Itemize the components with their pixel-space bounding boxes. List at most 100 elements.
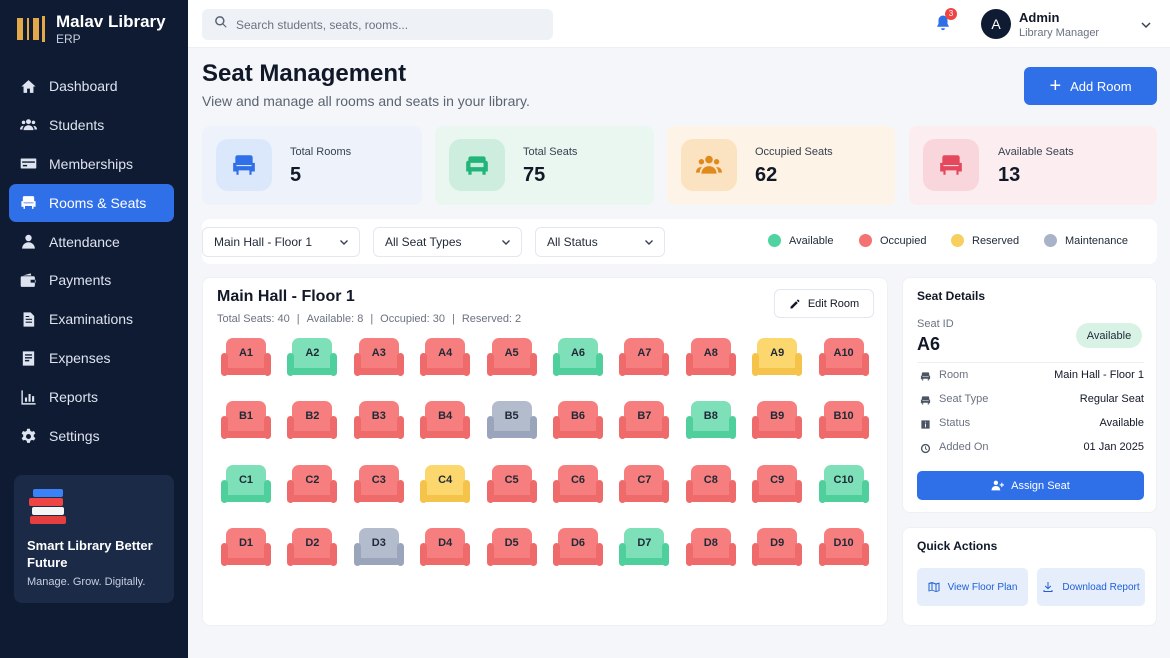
sidebar-item-memberships[interactable]: Memberships	[9, 145, 174, 183]
seat-arm	[287, 479, 295, 503]
seat-a1[interactable]: A1	[221, 338, 271, 378]
notification-count-badge: 3	[945, 8, 957, 20]
books-icon	[29, 487, 69, 527]
sidebar-item-examinations[interactable]: Examinations	[9, 300, 174, 338]
seat-b10[interactable]: B10	[818, 401, 869, 441]
seat-base	[424, 368, 467, 375]
seat-base	[623, 494, 666, 502]
seat-d10[interactable]: D10	[818, 527, 869, 568]
detail-label: Status	[939, 417, 971, 429]
seat-b9[interactable]: B9	[752, 401, 803, 441]
seat-c7[interactable]: C7	[619, 464, 670, 505]
seat-d3[interactable]: D3	[353, 527, 404, 568]
seat-b5[interactable]: B5	[486, 401, 537, 441]
seat-c8[interactable]: C8	[685, 464, 736, 505]
avatar[interactable]: A	[981, 9, 1011, 39]
detail-label: Seat Type	[939, 393, 989, 405]
room-select[interactable]: Main Hall - Floor 1	[202, 227, 360, 257]
seat-a9[interactable]: A9	[752, 338, 803, 378]
seat-base	[225, 431, 267, 439]
add-room-button[interactable]: + Add Room	[1024, 67, 1157, 105]
search-box[interactable]	[202, 9, 553, 40]
seat-c2[interactable]: C2	[287, 464, 338, 505]
brand[interactable]: Malav Library ERP	[14, 12, 166, 46]
seat-c1[interactable]: C1	[221, 464, 271, 505]
legend-dot	[768, 234, 781, 247]
seat-arm	[353, 542, 361, 566]
sidebar-item-students[interactable]: Students	[9, 106, 174, 144]
seat-d8[interactable]: D8	[685, 527, 736, 568]
seat-c5[interactable]: C5	[486, 464, 537, 505]
seat-c10[interactable]: C10	[818, 464, 869, 505]
sidebar-item-expenses[interactable]: Expenses	[9, 339, 174, 377]
info-icon	[921, 420, 930, 429]
chair-icon	[920, 372, 931, 381]
seat-c6[interactable]: C6	[553, 464, 603, 505]
seat-c4[interactable]: C4	[420, 464, 471, 505]
seat-c3[interactable]: C3	[353, 464, 404, 505]
legend-dot	[951, 234, 964, 247]
download-report-button[interactable]: Download Report	[1037, 568, 1145, 606]
seat-d5[interactable]: D5	[486, 527, 537, 568]
seat-a2[interactable]: A2	[287, 338, 338, 378]
chevron-down-icon[interactable]	[1140, 18, 1152, 30]
stat-card-occupied-seats: Occupied Seats 62	[667, 126, 895, 205]
seat-back	[425, 401, 466, 434]
seat-arm	[221, 542, 228, 566]
seat-a5[interactable]: A5	[486, 338, 537, 378]
sidebar-item-rooms-seats[interactable]: Rooms & Seats	[9, 183, 174, 222]
room-card: Main Hall - Floor 1 Total Seats: 40 | Avai…	[202, 277, 888, 626]
seat-d7[interactable]: D7	[619, 527, 670, 568]
view-floor-plan-button[interactable]: View Floor Plan	[917, 568, 1028, 606]
legend-label: Maintenance	[1065, 234, 1128, 247]
seat-a4[interactable]: A4	[420, 338, 471, 378]
seat-arm	[463, 542, 471, 566]
seat-d1[interactable]: D1	[221, 527, 271, 568]
seat-b6[interactable]: B6	[553, 401, 603, 441]
sidebar-item-settings[interactable]: Settings	[9, 417, 174, 455]
sidebar-item-dashboard[interactable]: Dashboard	[9, 67, 174, 105]
seat-a6[interactable]: A6	[553, 338, 603, 378]
seat-arm	[596, 479, 603, 503]
seat-label: D4	[438, 536, 453, 549]
seat-label: A8	[703, 347, 718, 359]
seat-b2[interactable]: B2	[287, 401, 338, 441]
seat-arm	[463, 353, 471, 376]
seat-d4[interactable]: D4	[420, 527, 471, 568]
seat-back	[491, 338, 532, 370]
seat-arm	[861, 479, 869, 503]
sidebar-item-reports[interactable]: Reports	[9, 378, 174, 416]
seat-arm	[861, 353, 869, 376]
sidebar-item-attendance[interactable]: Attendance	[9, 223, 174, 261]
seat-a10[interactable]: A10	[818, 338, 869, 378]
user-name[interactable]: Admin	[1019, 10, 1060, 25]
notifications-button[interactable]: 3	[934, 8, 957, 34]
seat-d2[interactable]: D2	[287, 527, 338, 568]
edit-room-button[interactable]: Edit Room	[774, 289, 874, 318]
seat-b4[interactable]: B4	[420, 401, 471, 441]
seat-b7[interactable]: B7	[619, 401, 670, 441]
seat-d6[interactable]: D6	[553, 527, 603, 568]
seat-a7[interactable]: A7	[619, 338, 670, 378]
sidebar-item-payments[interactable]: Payments	[9, 261, 174, 299]
assign-seat-button[interactable]: Assign Seat	[917, 471, 1144, 500]
search-input[interactable]	[236, 17, 536, 32]
stat-value: 62	[755, 164, 778, 186]
chair-icon	[923, 139, 979, 191]
seat-label: D7	[637, 536, 652, 549]
seat-label: A9	[770, 347, 785, 359]
seat-label: A2	[305, 347, 320, 359]
seat-c9[interactable]: C9	[752, 464, 803, 505]
seat-type-select[interactable]: All Seat Types	[373, 227, 522, 257]
seat-base	[623, 557, 666, 565]
seat-b1[interactable]: B1	[221, 401, 271, 441]
stat-label: Occupied Seats	[755, 146, 833, 158]
seat-b8[interactable]: B8	[685, 401, 736, 441]
seat-a3[interactable]: A3	[353, 338, 404, 378]
seat-back	[624, 401, 665, 434]
seat-a8[interactable]: A8	[685, 338, 736, 378]
seat-d9[interactable]: D9	[752, 527, 803, 568]
page-title: Seat Management	[202, 60, 407, 87]
status-select[interactable]: All Status	[535, 227, 665, 257]
seat-b3[interactable]: B3	[353, 401, 404, 441]
